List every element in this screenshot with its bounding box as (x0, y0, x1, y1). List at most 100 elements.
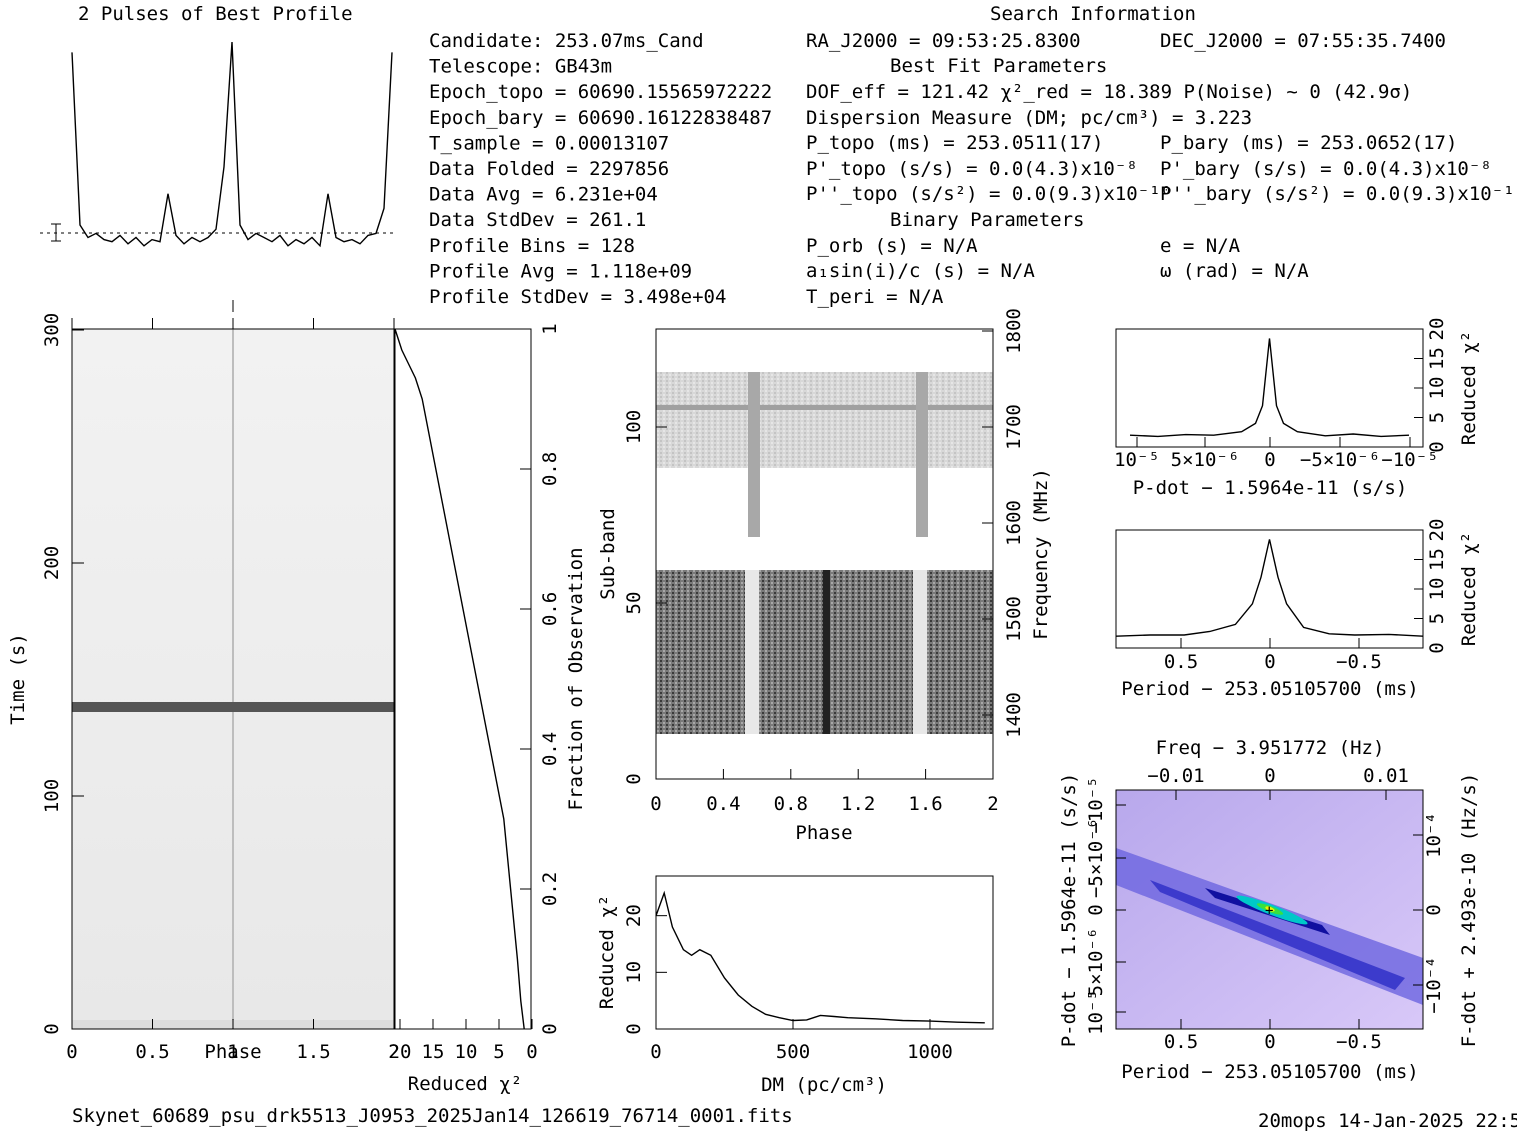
redchi-time-xlabel: Reduced χ² (408, 1073, 522, 1095)
period-ytick-label: 20 (1426, 519, 1448, 542)
info-e: e = N/A (1160, 235, 1241, 257)
subband-lower-gap-b (913, 570, 927, 734)
info-left-line: T_sample = 0.00013107 (429, 132, 669, 154)
pdot-xtick-label: 10⁻⁵ (1114, 449, 1160, 471)
pdot-xtick-label: −10⁻⁵ (1381, 449, 1438, 471)
dm-ytick-label: 10 (623, 961, 645, 984)
footer-stamp: 20mops 14-Jan-2025 22:53 (1258, 1110, 1517, 1132)
info-left-line: Telescope: GB43m (429, 56, 612, 78)
pdot-ytick-label: 0 (1426, 441, 1448, 452)
waterfall-xtick-label: 2 (388, 1041, 399, 1063)
info-ra: RA_J2000 = 09:53:25.8300 (806, 30, 1081, 52)
redchi-time-xtick-label: 20 (389, 1041, 412, 1063)
info-left-line: Profile StdDev = 3.498e+04 (429, 286, 726, 308)
info-ptopo: P_topo (ms) = 253.0511(17) (806, 132, 1103, 154)
subband-ytick-label: 50 (623, 592, 645, 615)
period-ytick-label: 15 (1426, 548, 1448, 571)
redchi-time-frame (394, 328, 532, 1030)
ppdot-right-ytick-label: −10⁻⁴ (1423, 956, 1445, 1013)
subband-xtick-label: 0 (650, 793, 661, 815)
subband-xtick-label: 1.6 (908, 793, 942, 815)
frac-ytick-label: 1 (539, 323, 561, 334)
waterfall-xtick-label: 1 (227, 1041, 238, 1063)
subband-upper-line (656, 405, 993, 410)
pdot-xtick-label: 5×10⁻⁶ (1171, 449, 1240, 471)
ppdot-ylabel-right: F-dot + 2.493e-10 (Hz/s) (1458, 773, 1480, 1048)
subband-xtick-label: 0.4 (706, 793, 740, 815)
subband-ytick-label: 0 (623, 773, 645, 784)
waterfall-xlabel: Phase (204, 1041, 261, 1063)
profile-line (71, 41, 393, 248)
waterfall-ytick-label: 200 (41, 546, 63, 580)
redchi-time-ticks: 20 15 10 5 000.20.40.60.81 (389, 323, 561, 1063)
subband-upper-pulse-b (916, 372, 928, 537)
subband-upper-pulse-a (748, 372, 760, 537)
info-left-line: Profile Bins = 128 (429, 235, 635, 257)
ppdot-right-ytick-label: 10⁻⁴ (1423, 812, 1445, 858)
info-left-line: Profile Avg = 1.118e+09 (429, 260, 692, 282)
redchi-time-xtick-label: 10 (455, 1041, 478, 1063)
redchi-time-xtick-label: 15 (422, 1041, 445, 1063)
subband-ticks: 0 0.4 0.8 1.2 1.6 2 0 50 100 1400 1500 1600 1700 1800 (623, 308, 1025, 815)
info-dec: DEC_J2000 = 07:55:35.7400 (1160, 30, 1446, 52)
profile-title: 2 Pulses of Best Profile (78, 3, 353, 25)
pdot-frame (1115, 328, 1424, 448)
info-left-line: Data Avg = 6.231e+04 (429, 184, 658, 206)
subband-ytick-label: 100 (623, 410, 645, 444)
frac-ytick-label: 0.4 (539, 732, 561, 766)
pdot-curve-line (1129, 338, 1410, 438)
dm-panel: 0 500 1000 0 10 20 DM (pc/cm³) Reduced χ² (596, 875, 994, 1096)
ppdot-left-ytick-label: 5×10⁻⁶ (1085, 928, 1107, 997)
period-frame (1115, 529, 1424, 649)
subband-xtick-label: 1.2 (841, 793, 875, 815)
info-left-block: Candidate: 253.07ms_Cand Telescope: GB43m… (429, 30, 772, 308)
frac-ytick-label: 0 (539, 1023, 561, 1034)
freq-ylabel: Frequency (MHz) (1030, 468, 1052, 640)
ppdot-left-ytick-label: −5×10⁻⁶ (1085, 818, 1107, 898)
ppdot-panel: + 0.5 0 −0.5−0.01 0 0.0110⁻⁵5×10⁻⁶0−5×10⁻⁶−1… (1058, 737, 1480, 1083)
info-left-line: Candidate: 253.07ms_Cand (429, 30, 704, 52)
subband-frame (655, 328, 994, 780)
info-tperi: T_peri = N/A (806, 286, 944, 308)
subband-xtick-label: 0.8 (774, 793, 808, 815)
waterfall-xtick-label: 1.5 (296, 1041, 330, 1063)
subband-lower-dark-line (823, 570, 830, 734)
pdot-xtick-label: 0 (1264, 449, 1275, 471)
redchi-time-panel: 20 15 10 5 000.20.40.60.81 Reduced χ² Fracti… (389, 323, 587, 1095)
freq-ytick-label: 1700 (1003, 404, 1025, 450)
waterfall-ylabel: Time (s) (7, 633, 29, 725)
period-xtick-label: 0.5 (1164, 651, 1198, 673)
dm-xtick-label: 1000 (907, 1041, 953, 1063)
info-pdtopo: P'_topo (s/s) = 0.0(4.3)x10⁻⁸ (806, 158, 1138, 180)
pdot-ytick-label: 15 (1426, 347, 1448, 370)
ppdot-freq-tick-label: 0.01 (1363, 765, 1409, 787)
period-xtick-label: −0.5 (1336, 651, 1382, 673)
waterfall-rfi-band (72, 702, 394, 712)
redchi-time-line (394, 328, 525, 1030)
info-porb: P_orb (s) = N/A (806, 235, 978, 257)
waterfall-ytick-label: 100 (41, 779, 63, 813)
ppdot-right-ytick-label: 0 (1423, 904, 1445, 915)
ppdot-left-ytick-label: 10⁻⁵ (1085, 989, 1107, 1035)
period-xlabel: Period − 253.05105700 (ms) (1121, 678, 1418, 700)
waterfall-ytick-label: 0 (41, 1023, 63, 1034)
ppdot-ticks: 0.5 0 −0.5−0.01 0 0.0110⁻⁵5×10⁻⁶0−5×10⁻⁶−10⁻… (1085, 765, 1445, 1053)
pdot-ytick-label: 5 (1426, 412, 1448, 423)
period-ylabel: Reduced χ² (1458, 532, 1480, 646)
footer-filename: Skynet_60689_psu_drk5513_J0953_2025Jan14… (72, 1105, 793, 1127)
ppdot-ylabel-left: P-dot − 1.5964e-11 (s/s) (1058, 773, 1080, 1048)
subband-xlabel: Phase (795, 822, 852, 844)
pdot-xtick-label: −5×10⁻⁶ (1300, 449, 1380, 471)
frac-ytick-label: 0.2 (539, 872, 561, 906)
period-ytick-label: 5 (1426, 613, 1448, 624)
frac-ylabel: Fraction of Observation (565, 547, 587, 810)
ppdot-freq-tick-label: −0.01 (1147, 765, 1204, 787)
freq-ytick-label: 1500 (1003, 596, 1025, 642)
dm-ylabel: Reduced χ² (596, 895, 618, 1009)
period-curve-line (1115, 539, 1424, 637)
info-pddtopo: P''_topo (s/s²) = 0.0(9.3)x10⁻¹⁰ (806, 183, 1172, 205)
subband-upper-block (656, 372, 993, 468)
redchi-time-xtick-label: 5 (493, 1041, 504, 1063)
ppdot-xtick-label: 0.5 (1164, 1031, 1198, 1053)
waterfall-ticks: 0 0.5 1 1.5 2 0 100 200 300 (41, 300, 400, 1063)
